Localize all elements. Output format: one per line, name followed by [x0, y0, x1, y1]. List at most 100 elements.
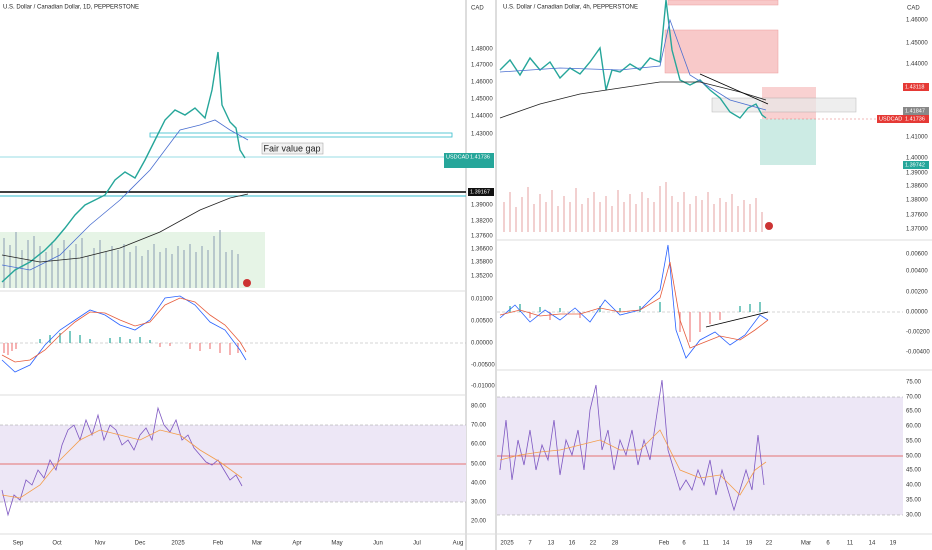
axis-label: 60.00 — [471, 442, 487, 448]
axis-label: 0.00200 — [906, 290, 928, 296]
moving-average — [499, 81, 767, 119]
zone — [664, 29, 779, 74]
moving-average — [1, 193, 249, 263]
axis-label: 35.00 — [906, 498, 922, 504]
axis-label: 1.39000 — [906, 171, 928, 177]
zone — [711, 97, 857, 113]
trend-line — [699, 73, 769, 105]
price-tag — [903, 107, 929, 115]
axis-label: 50.00 — [471, 462, 487, 468]
time-label: 19 — [746, 541, 753, 547]
flag-icon — [765, 222, 773, 230]
macd-line — [1, 295, 247, 373]
axis-label: 80.00 — [471, 404, 487, 410]
tag-label: 1.41736 — [905, 116, 925, 122]
rsi-line — [499, 379, 765, 512]
time-label: 14 — [723, 541, 730, 547]
axis-label: 40.00 — [906, 483, 922, 489]
time-label: Jun — [373, 541, 383, 547]
tag-label: 1.41847 — [905, 108, 925, 114]
price-tag — [903, 161, 929, 169]
axis-label: 0.00000 — [906, 310, 928, 316]
annotation-box — [261, 142, 324, 155]
axis-label: 70.00 — [471, 423, 487, 429]
axis-label: 1.40000 — [906, 156, 928, 162]
tag-label: USDCAD — [879, 116, 902, 122]
axis-unit: CAD — [471, 6, 484, 12]
zone — [667, 0, 779, 6]
volume-bars — [503, 182, 763, 232]
axis-label: 1.37600 — [906, 213, 928, 219]
time-label: 19 — [890, 541, 897, 547]
axis-label: 1.48000 — [471, 47, 493, 53]
volume-bars — [3, 230, 239, 288]
axis-label: 1.36600 — [471, 247, 493, 253]
axis-label: -0.00200 — [906, 330, 930, 336]
time-label: May — [331, 541, 342, 547]
axis-label: 40.00 — [471, 481, 487, 487]
time-label: 22 — [590, 541, 597, 547]
time-label: 11 — [847, 541, 854, 547]
rsi-line — [1, 406, 243, 517]
time-label: Feb — [213, 541, 224, 547]
chart-title: U.S. Dollar / Canadian Dollar, 4h, PEPPE… — [503, 5, 638, 11]
tag-label: USDCAD — [446, 154, 469, 160]
axis-label: 45.00 — [906, 468, 922, 474]
chart-title: U.S. Dollar / Canadian Dollar, 1D, PEPPE… — [3, 5, 139, 11]
axis-label: 0.01000 — [471, 297, 493, 303]
time-label: 6 — [826, 541, 830, 547]
axis-label: 1.43000 — [471, 132, 493, 138]
axis-label: 30.00 — [906, 513, 922, 519]
time-label: Jul — [413, 541, 421, 547]
zone — [149, 132, 453, 138]
macd-histogram — [3, 331, 239, 355]
axis-label: 75.00 — [906, 380, 922, 386]
time-label: 2025 — [171, 541, 185, 547]
axis-label: 70.00 — [906, 395, 922, 401]
price-line — [499, 0, 767, 119]
axis-label: 1.38200 — [471, 219, 493, 225]
axis-label: 0.00500 — [471, 319, 493, 325]
axis-label: 1.45000 — [471, 97, 493, 103]
axis-label: 1.38600 — [906, 184, 928, 190]
axis-label: 60.00 — [906, 424, 922, 430]
price-tag — [444, 153, 494, 168]
axis-label: 55.00 — [906, 439, 922, 445]
signal-line — [1, 297, 247, 363]
price-tag — [877, 115, 929, 123]
time-label: Mar — [801, 541, 811, 547]
axis-label: 1.37600 — [471, 234, 493, 240]
rsi-ma — [1, 429, 243, 499]
axis-label: 1.41000 — [906, 135, 928, 141]
axis-label: 1.39000 — [471, 203, 493, 209]
axis-label: 1.45000 — [906, 41, 928, 47]
macd-line — [499, 244, 769, 359]
axis-label: 0.00600 — [906, 252, 928, 258]
axis-label: 50.00 — [906, 454, 922, 460]
annotation: Fair value gap — [263, 143, 320, 153]
time-label: 2025 — [500, 541, 514, 547]
time-label: 14 — [869, 541, 876, 547]
axis-label: -0.00500 — [471, 363, 495, 369]
time-label: Aug — [453, 541, 464, 547]
tag-label: 1.41736 — [470, 154, 490, 160]
time-label: 6 — [682, 541, 686, 547]
time-label: Dec — [135, 541, 146, 547]
axis-label: 1.35200 — [471, 274, 493, 280]
price-tag — [468, 188, 494, 196]
axis-label: 0.00000 — [471, 341, 493, 347]
trend-line — [705, 311, 769, 328]
axis-label: 1.44000 — [906, 62, 928, 68]
axis-label: 1.46000 — [471, 80, 493, 86]
axis-unit: CAD — [907, 6, 920, 12]
axis-label: 1.35800 — [471, 260, 493, 266]
axis-label: -0.01000 — [471, 384, 495, 390]
time-label: 11 — [703, 541, 710, 547]
tag-label: 1.39742 — [905, 162, 925, 168]
moving-average — [1, 119, 249, 271]
axis-label: 1.47000 — [471, 63, 493, 69]
axis-label: 1.46000 — [906, 18, 928, 24]
time-label: 22 — [766, 541, 773, 547]
signal-line — [499, 261, 769, 349]
